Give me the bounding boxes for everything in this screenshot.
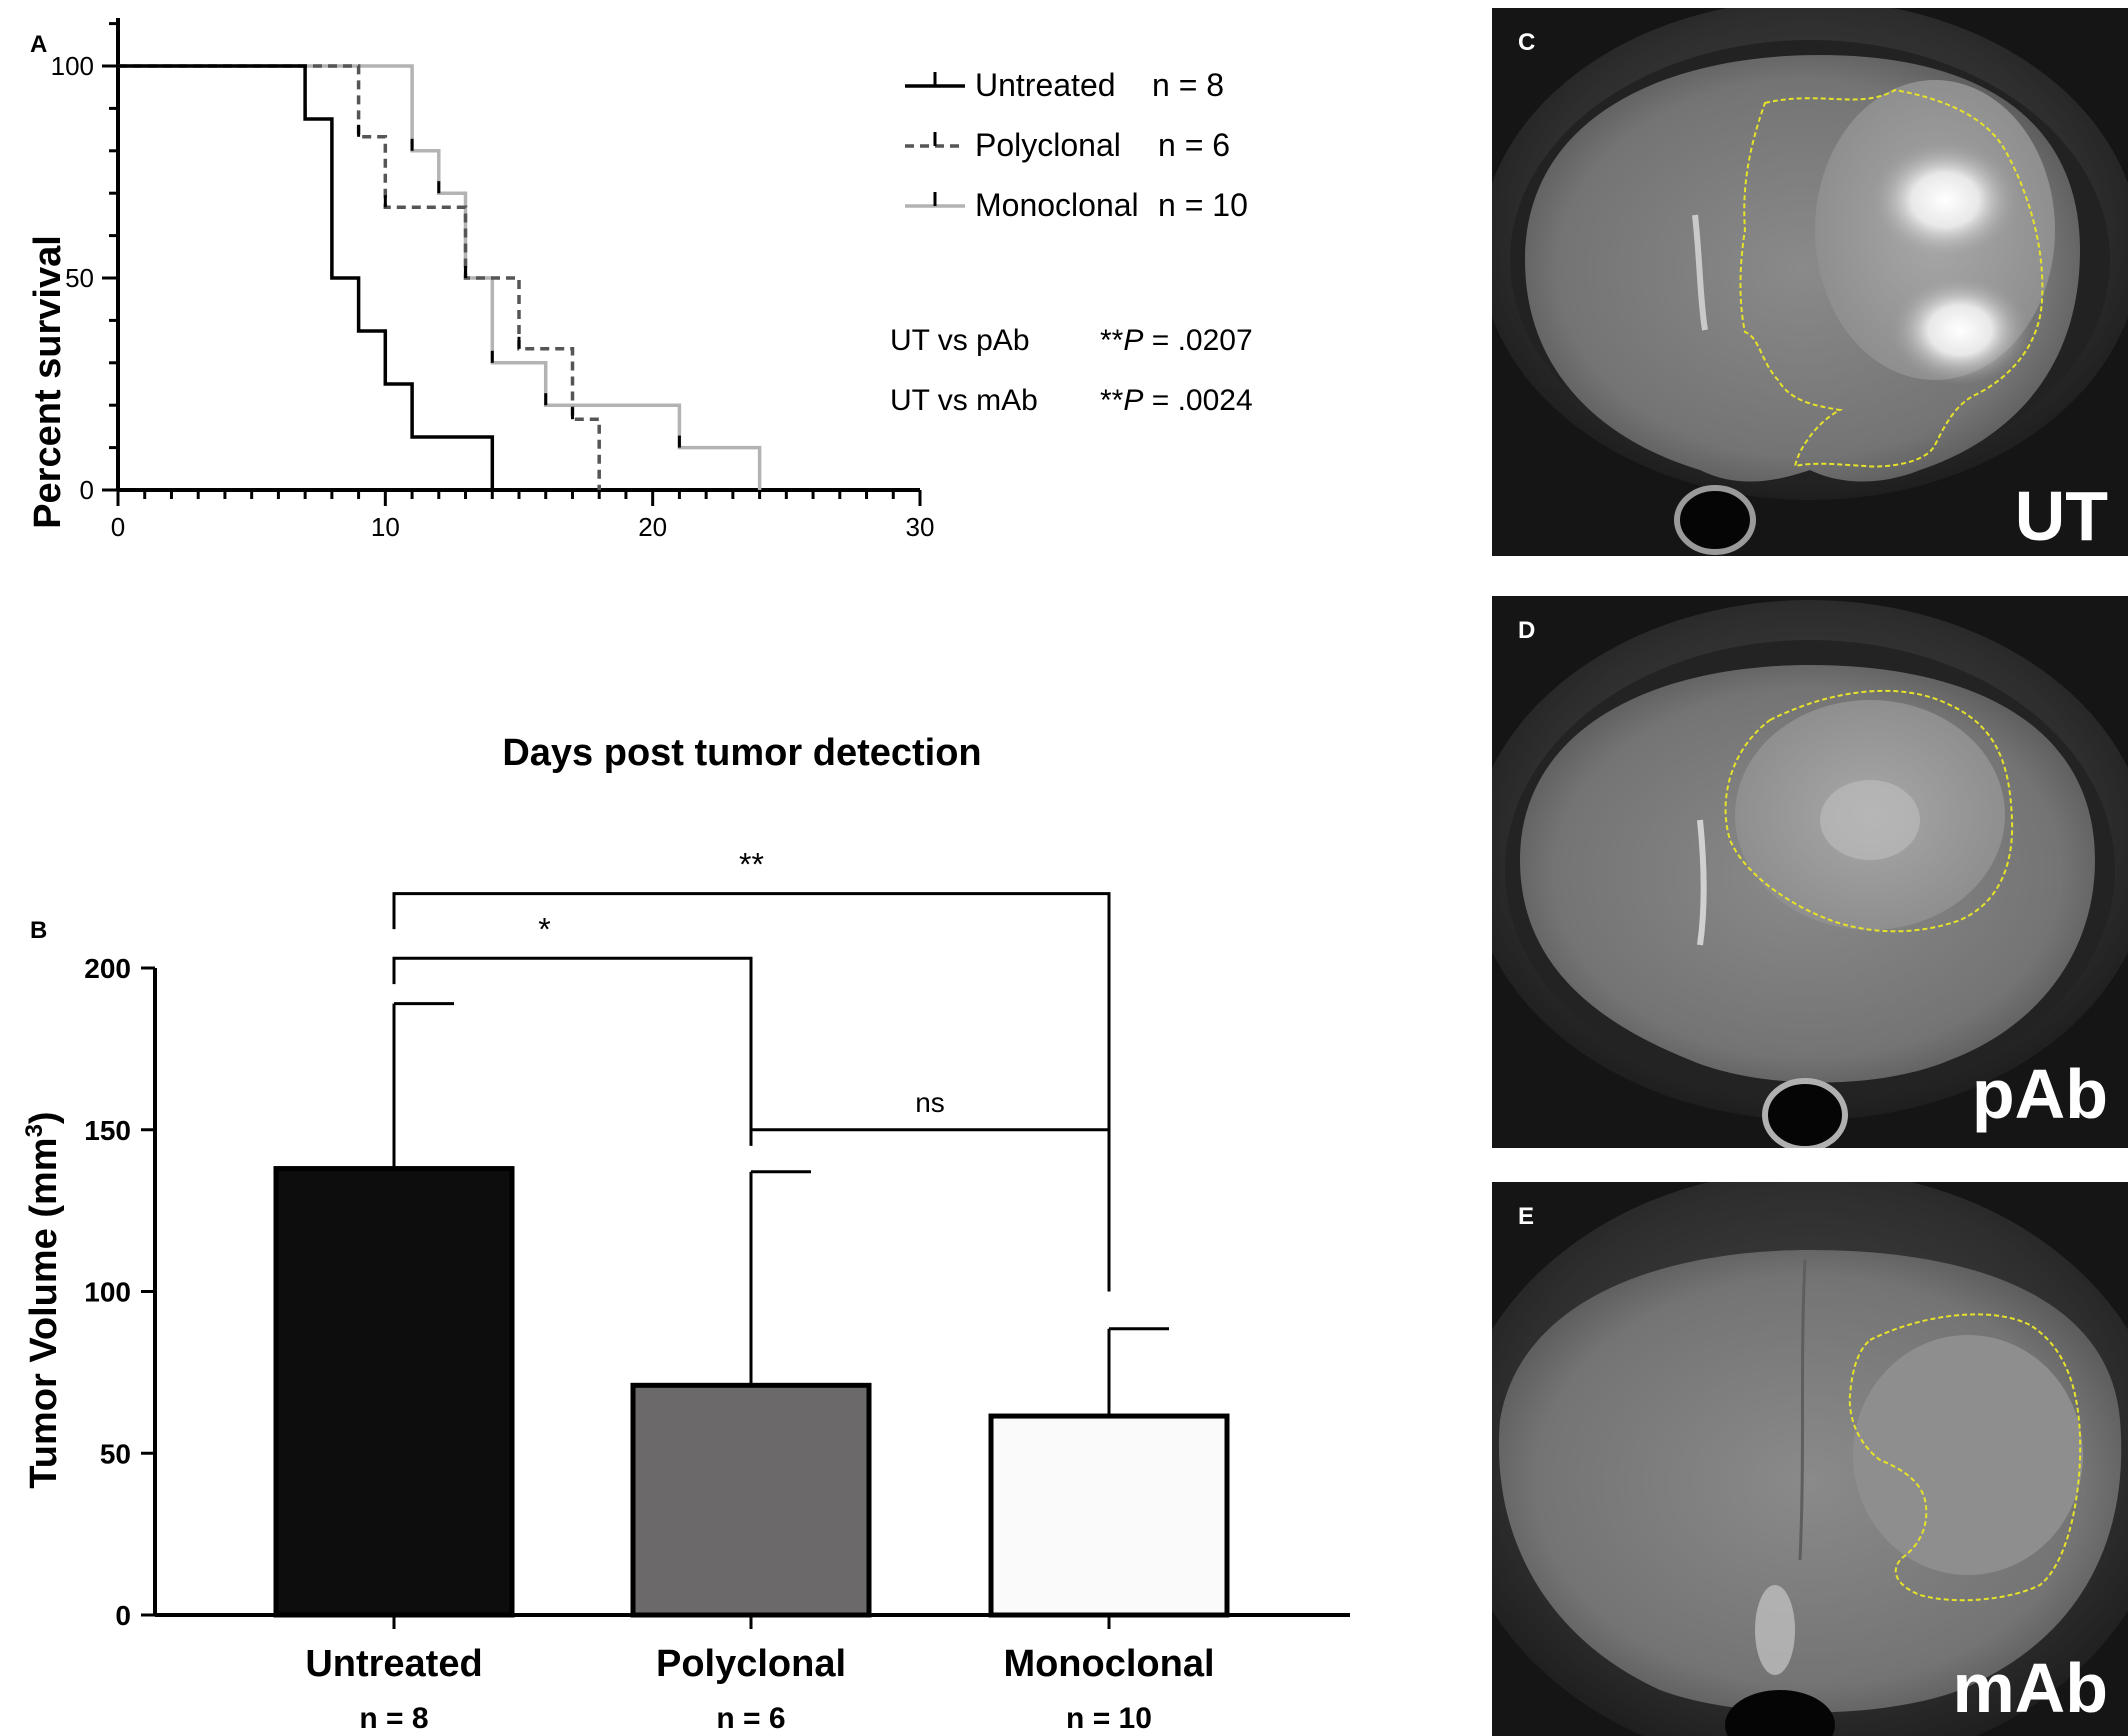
spinal-canal [1762, 1078, 1848, 1148]
category-label-polyclonal: Polyclonal [656, 1643, 846, 1685]
mri-label-pab: pAb [1972, 1055, 2108, 1133]
midline [1798, 1259, 1807, 1561]
stat-p-number: = .0207 [1143, 324, 1252, 357]
stat-p-value: **P = .0024 [1100, 384, 1253, 417]
survival-x-axis-label: Days post tumor detection [502, 732, 981, 774]
significance-label: * [538, 911, 550, 947]
mri-panel-untreated: C UT [1492, 8, 2128, 556]
tumor-core [1820, 780, 1920, 860]
stat-comparison-label: UT vs mAb [890, 384, 1038, 417]
mri-label-mab: mAb [1952, 1649, 2108, 1727]
category-label-untreated: Untreated [305, 1643, 482, 1685]
y-tick-label: 0 [80, 475, 94, 505]
tumor-outline [1848, 1313, 2082, 1602]
tumor-outline [1724, 689, 2014, 933]
y-tick-label: 150 [84, 1115, 131, 1146]
x-tick-label: 20 [638, 512, 667, 542]
significance-bracket [392, 892, 1111, 1292]
y-tick-label: 200 [84, 953, 131, 984]
stat-p-number: = .0024 [1143, 384, 1252, 417]
tumor-volume-y-axis-label: Tumor Volume (mm3) [21, 1111, 65, 1488]
legend-label-polyclonal: Polyclonal [975, 127, 1121, 163]
legend-n-untreated: n = 8 [1152, 67, 1224, 103]
y-axis-label-close: ) [23, 1111, 65, 1124]
vessel [1697, 819, 1707, 946]
panel-label-d: D [1518, 617, 1535, 644]
mri-panel-monoclonal: E mAb [1492, 1182, 2128, 1736]
survival-tick-labels: 0 10 20 30 0 50 100 [51, 51, 935, 542]
category-label-monoclonal: Monoclonal [1003, 1643, 1214, 1685]
bar-untreated [273, 1166, 515, 1618]
legend-label-untreated: Untreated [975, 67, 1116, 103]
x-tick-label: 30 [906, 512, 935, 542]
panel-label-c: C [1518, 29, 1535, 56]
stat-p-value: **P = .0207 [1100, 324, 1253, 357]
x-tick-label: 0 [111, 512, 125, 542]
legend-n-monoclonal: n = 10 [1158, 187, 1248, 223]
stat-p-symbol: P [1123, 324, 1143, 357]
tumor-region [1853, 1335, 2083, 1575]
y-axis-label-main: Tumor Volume (mm [23, 1137, 65, 1488]
survival-line-monoclonal [118, 64, 762, 490]
survival-chart: A 0 10 20 30 0 50 100 Days post tumor detectio… [27, 18, 1253, 774]
stat-comparison-label: UT vs pAb [890, 324, 1030, 357]
survival-series [118, 64, 762, 490]
y-tick-label: 50 [100, 1438, 131, 1469]
y-tick-label: 100 [84, 1277, 131, 1308]
mri-label-ut: UT [2015, 477, 2108, 555]
stat-sig-stars: ** [1100, 384, 1124, 417]
legend-label-monoclonal: Monoclonal [975, 187, 1139, 223]
vessel [1692, 214, 1708, 331]
tumor-enhancement-lower [1890, 275, 2030, 385]
bar-monoclonal [988, 1413, 1230, 1618]
mri-panel-polyclonal: D pAb [1492, 596, 2128, 1148]
spinal-canal [1725, 1690, 1835, 1736]
category-n-polyclonal: n = 6 [716, 1702, 785, 1735]
y-tick-label: 100 [51, 51, 94, 81]
category-n-untreated: n = 8 [359, 1702, 428, 1735]
tumor-outline [1739, 88, 2044, 468]
panel-label-a: A [30, 31, 47, 58]
x-tick-label: 10 [371, 512, 400, 542]
spinal-canal [1674, 485, 1756, 555]
significance-brackets: ***ns [392, 847, 1111, 1292]
tumor-enhancement [1870, 140, 2020, 260]
y-tick-label: 50 [65, 263, 94, 293]
stat-p-symbol: P [1123, 384, 1143, 417]
stat-sig-stars: ** [1100, 324, 1124, 357]
survival-axes [102, 18, 922, 506]
survival-y-axis-label: Percent survival [27, 235, 69, 529]
y-tick-label: 0 [115, 1600, 131, 1631]
category-n-monoclonal: n = 10 [1066, 1702, 1152, 1735]
survival-line-untreated [118, 64, 495, 490]
tumor-volume-tick-labels: 0 50 100 150 200 [84, 953, 131, 1631]
tumor-volume-bars [273, 1002, 1230, 1618]
bar-polyclonal [630, 1382, 872, 1618]
vessel [1755, 1585, 1795, 1675]
survival-legend: Untreated n = 8 Polyclonal n = 6 Monoclonal n… [905, 67, 1248, 223]
significance-bracket [392, 956, 753, 1140]
panel-label-e: E [1518, 1203, 1534, 1230]
significance-label: ns [915, 1087, 945, 1118]
panel-label-b: B [30, 917, 47, 944]
legend-n-polyclonal: n = 6 [1158, 127, 1230, 163]
significance-bracket [749, 1128, 1111, 1292]
y-axis-label-superscript: 3 [21, 1124, 48, 1137]
category-labels: Untreated n = 8 Polyclonal n = 6 Monoclonal n… [305, 1643, 1214, 1735]
significance-label: ** [739, 847, 764, 883]
